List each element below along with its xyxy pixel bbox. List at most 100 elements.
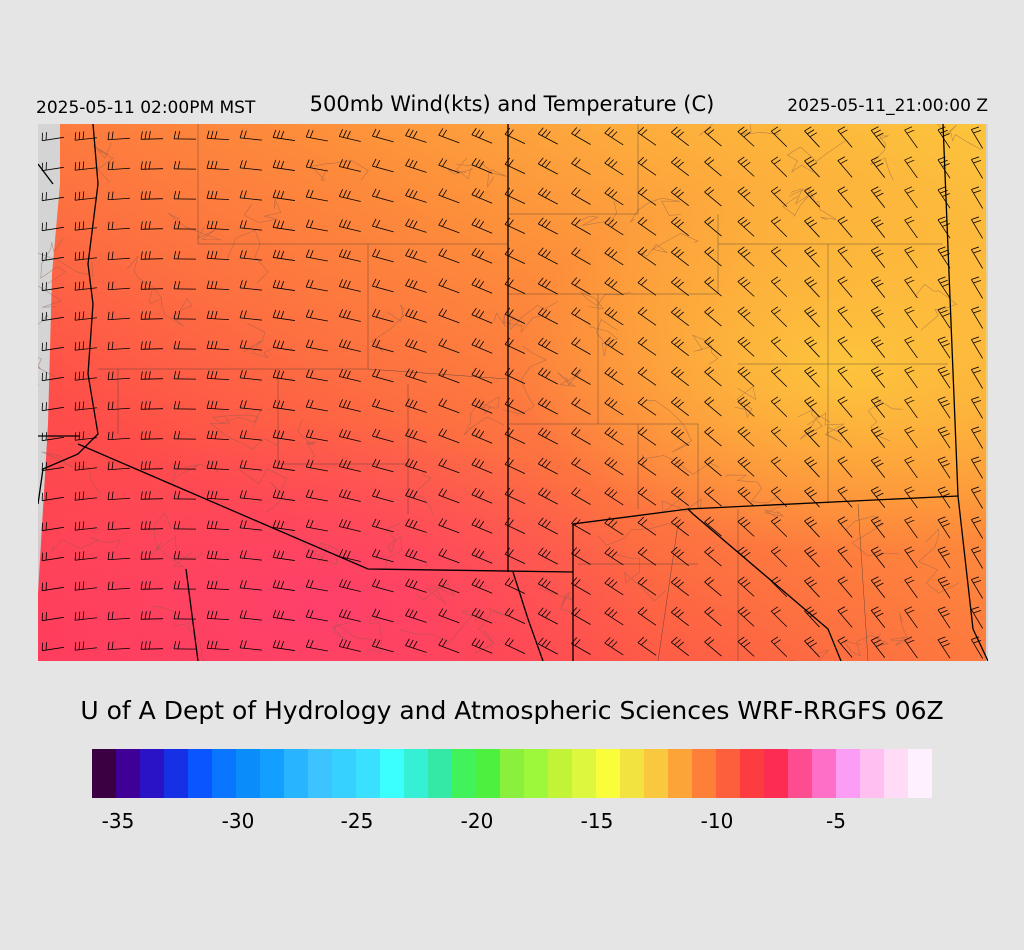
contour-line [367, 607, 383, 653]
wind-barb [971, 126, 983, 149]
wind-barb [471, 457, 493, 474]
wind-barb [637, 186, 657, 206]
wind-barb [107, 311, 131, 321]
wind-barb [670, 246, 689, 266]
wind-barb [670, 516, 689, 536]
wind-barb [338, 399, 361, 412]
wind-barb [504, 187, 526, 205]
wind-barb [604, 577, 624, 596]
contour-line [502, 345, 548, 415]
wind-barb [637, 636, 657, 656]
wind-barb [571, 367, 591, 385]
wind-barb [41, 192, 64, 202]
colorbar-swatch [644, 749, 668, 798]
wind-barb [770, 636, 788, 658]
wind-barb [637, 246, 657, 266]
wind-barb [737, 516, 755, 537]
wind-barb [41, 132, 64, 142]
contour-line [789, 649, 829, 661]
wind-barb [704, 576, 722, 597]
wind-barb [372, 518, 394, 533]
wind-barb [41, 162, 64, 172]
colorbar-swatch [908, 749, 932, 798]
wind-barb [537, 307, 558, 325]
colorbar-tick-label: -15 [580, 809, 614, 833]
wind-barb [239, 580, 262, 591]
wind-barb [537, 337, 558, 355]
contour-line [167, 212, 222, 241]
wind-barb [670, 396, 689, 416]
wind-barb [305, 609, 328, 622]
wind-barb [338, 579, 361, 592]
wind-barb [537, 127, 558, 145]
wind-barb [604, 187, 624, 206]
wind-barb [74, 281, 97, 291]
wind-barb [140, 461, 164, 470]
wind-barb [74, 461, 97, 471]
wind-barb [770, 546, 788, 568]
contour-line [576, 200, 618, 226]
wind-barb [206, 550, 230, 561]
wind-barb [74, 641, 97, 651]
wind-barb [737, 426, 755, 447]
wind-barb [504, 607, 526, 625]
wind-barb [438, 488, 460, 504]
wind-barb [971, 426, 983, 449]
wind-barb [971, 186, 983, 209]
weather-map [38, 124, 988, 661]
wind-barb [571, 337, 591, 355]
wind-barb [837, 396, 853, 418]
wind-barb [504, 277, 526, 295]
wind-barb [804, 516, 820, 538]
wind-barb [140, 641, 164, 650]
wind-barb [41, 402, 64, 412]
colorbar-swatch [764, 749, 788, 798]
wind-barb [239, 160, 262, 171]
wind-barb [904, 246, 918, 269]
wind-barb [438, 278, 460, 294]
wind-barb [471, 577, 493, 594]
wind-barb [737, 606, 755, 627]
wind-barb [173, 460, 197, 470]
temperature-contours [38, 124, 982, 661]
wind-barb [537, 187, 558, 205]
contour-line [93, 143, 114, 184]
wind-barb [770, 186, 788, 208]
wind-barb [704, 126, 722, 147]
wind-barb [837, 276, 853, 298]
contour-line [474, 608, 508, 654]
wind-barb [239, 280, 262, 291]
wind-barb [239, 340, 262, 351]
wind-barb [971, 486, 983, 509]
wind-barb [971, 396, 983, 419]
colorbar-swatch [116, 749, 140, 798]
wind-barb [571, 277, 591, 295]
wind-barb [604, 637, 624, 656]
wind-barb [107, 491, 131, 501]
wind-barb [571, 217, 591, 235]
wind-barb [770, 486, 788, 508]
wind-barb [272, 159, 295, 171]
wind-barb [471, 217, 493, 234]
wind-barb [670, 636, 689, 656]
colorbar-swatch [596, 749, 620, 798]
contour-line [734, 386, 757, 419]
wind-barb [571, 307, 591, 325]
wind-barb [604, 397, 624, 416]
wind-barb [206, 430, 230, 441]
wind-barb [537, 397, 558, 415]
wind-barb [74, 161, 97, 171]
contour-line [243, 199, 282, 223]
wind-barb [74, 611, 97, 621]
wind-barb [206, 580, 230, 591]
wind-barb [804, 486, 820, 508]
wind-barb [305, 429, 328, 442]
colorbar-swatch [308, 749, 332, 798]
wind-barb [305, 159, 328, 172]
wind-barb [272, 219, 295, 231]
wind-barb [904, 396, 918, 419]
wind-barb [405, 158, 427, 173]
contour-line [806, 412, 845, 443]
wind-barb [870, 426, 886, 448]
contour-line [763, 503, 789, 519]
